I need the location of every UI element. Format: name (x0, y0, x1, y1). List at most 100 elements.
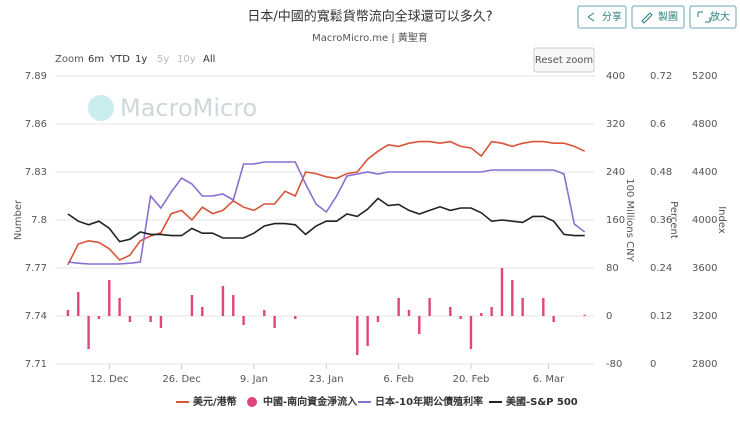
zoom-button[interactable]: YTD (109, 54, 130, 65)
y3-tick-label: 0.72 (650, 71, 672, 82)
y2-tick-label: -80 (606, 359, 622, 370)
bar (201, 307, 204, 316)
bar (87, 316, 90, 349)
y-axis-title: Number (13, 199, 24, 240)
y3-tick-label: 0.12 (650, 311, 672, 322)
y3-tick-label: 0.36 (650, 215, 672, 226)
y4-tick-label: 4000 (692, 215, 717, 226)
bar (273, 316, 276, 328)
zoom-button[interactable]: 10y (177, 54, 196, 65)
y2-tick-label: 80 (606, 263, 619, 274)
reset-zoom-button[interactable] (533, 47, 595, 73)
bar (376, 316, 380, 322)
bar (149, 316, 152, 322)
chart-title: 日本/中國的寬鬆貨幣流向全球還可以多久? (247, 9, 492, 25)
bar (263, 310, 266, 316)
share-label[interactable]: 分享 (602, 10, 622, 23)
zoom-button[interactable]: 6m (88, 54, 104, 65)
y2-tick-label: 400 (606, 71, 625, 82)
y2-tick-label: 0 (606, 311, 612, 322)
y4-tick-label: 2800 (692, 359, 717, 370)
bar (356, 316, 359, 355)
x-tick-label: 20. Feb (453, 374, 490, 385)
bar (521, 298, 524, 316)
y3-tick-label: 0.48 (650, 167, 672, 178)
y4-tick-label: 3600 (692, 263, 717, 274)
bar (542, 298, 545, 316)
chart-label[interactable]: 製圖 (658, 10, 678, 23)
y-tick-label: 7.74 (25, 311, 47, 322)
legend-label[interactable]: 中國-南向資金淨流入 (263, 395, 357, 408)
bar (552, 316, 555, 322)
expand-icon (697, 11, 711, 23)
line (67, 161, 586, 265)
bar (366, 316, 369, 346)
bar (428, 298, 431, 316)
y3-axis-title: Percent (668, 201, 679, 239)
legend-label[interactable]: 美國-S&P 500 (506, 395, 578, 408)
y3-tick-label: 0 (650, 359, 656, 370)
zoom-button[interactable]: All (203, 54, 215, 65)
y-tick-label: 7.89 (25, 71, 47, 82)
y2-tick-label: 320 (606, 119, 625, 130)
expand-label[interactable]: 放大 (710, 10, 730, 23)
y2-tick-label: 160 (606, 215, 625, 226)
y4-tick-label: 3200 (692, 311, 717, 322)
zoom-label: Zoom (55, 54, 84, 65)
bar (407, 310, 411, 316)
y4-tick-label: 5200 (692, 71, 717, 82)
bar (242, 316, 245, 325)
bar (97, 316, 101, 319)
y-tick-label: 7.8 (31, 215, 47, 226)
bar (459, 316, 462, 319)
bar (66, 310, 70, 316)
bar (418, 316, 421, 334)
pen-icon (641, 12, 653, 24)
x-tick-label: 12. Dec (90, 374, 128, 385)
bar (118, 298, 121, 316)
toolbar: 分享 製圖 放大 (577, 5, 737, 29)
y4-axis-title: Index (716, 206, 727, 234)
bar (232, 295, 235, 316)
y2-tick-label: 240 (606, 167, 625, 178)
y-tick-label: 7.83 (25, 167, 47, 178)
y4-tick-label: 4400 (692, 167, 717, 178)
bar (159, 316, 163, 328)
legend-label[interactable]: 日本-10年期公債殖利率 (375, 395, 483, 408)
zoom-button[interactable]: 1y (135, 54, 147, 65)
bar (583, 314, 586, 316)
line (67, 140, 586, 266)
legend-label[interactable]: 美元/港幣 (193, 395, 237, 408)
bar (500, 268, 504, 316)
bar (511, 280, 514, 316)
logo-circle (88, 95, 114, 121)
zoom-button[interactable]: 5y (157, 54, 169, 65)
y4-tick-label: 4800 (692, 119, 717, 130)
y2-axis-title: 100 Millions CNY (624, 178, 635, 262)
legend-symbol (247, 397, 257, 407)
x-tick-label: 23. Jan (309, 374, 344, 385)
y-tick-label: 7.86 (25, 119, 47, 130)
watermark-logo (88, 95, 114, 121)
reset-zoom-label[interactable]: Reset zoom (535, 55, 593, 66)
x-tick-label: 9. Jan (240, 374, 268, 385)
watermark: MacroMicro (120, 94, 257, 122)
chart-subtitle: MacroMicro.me | 黃聖育 (312, 31, 428, 44)
bar (108, 280, 111, 316)
x-tick-label: 26. Dec (162, 374, 200, 385)
bar (490, 307, 493, 316)
bar (190, 295, 194, 316)
bar (77, 292, 80, 316)
bar (128, 316, 132, 322)
y-tick-label: 7.77 (25, 263, 47, 274)
y3-tick-label: 0.24 (650, 263, 672, 274)
x-tick-label: 6. Mar (533, 374, 565, 385)
y3-tick-label: 0.6 (650, 119, 666, 130)
share-icon (587, 12, 595, 22)
bar (221, 286, 225, 316)
x-tick-label: 6. Feb (383, 374, 413, 385)
line (67, 197, 585, 243)
bar (449, 307, 452, 316)
share-button[interactable] (577, 5, 627, 29)
